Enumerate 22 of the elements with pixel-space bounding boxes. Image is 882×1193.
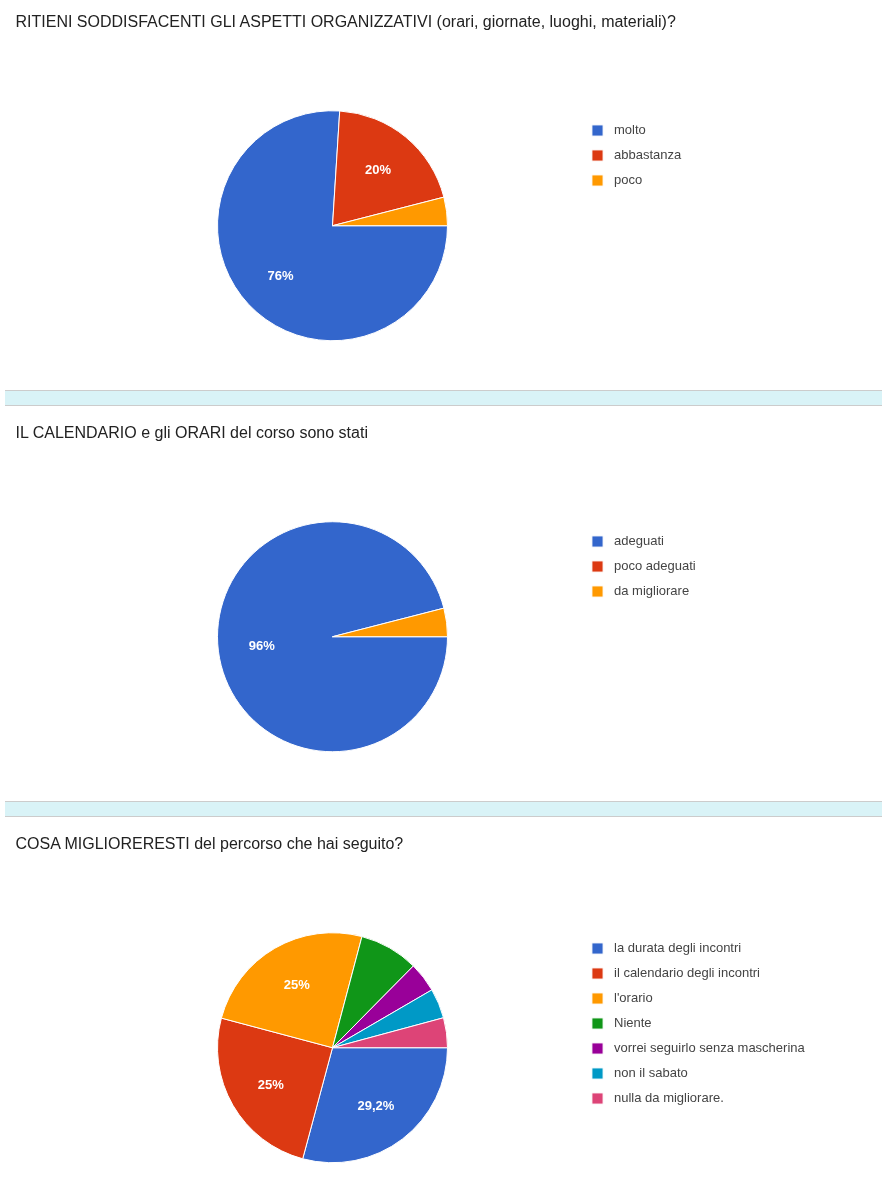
legend-label: poco xyxy=(614,172,643,187)
legend-label: abbastanza xyxy=(614,147,682,162)
legend-label: Niente xyxy=(614,1015,652,1030)
legend-label: da migliorare xyxy=(614,583,690,598)
legend-label: non il sabato xyxy=(614,1065,688,1080)
chart-title: IL CALENDARIO e gli ORARI del corso sono stati xyxy=(15,423,368,441)
legend-label: vorrei seguirlo senza mascherina xyxy=(614,1040,805,1055)
legend-label: nulla da migliorare. xyxy=(614,1090,724,1105)
legend-label: molto xyxy=(614,122,646,137)
chart-title: COSA MIGLIORERESTI del percorso che hai seguito? xyxy=(15,834,404,852)
data-label: 76% xyxy=(267,267,294,283)
data-label: 20% xyxy=(364,162,392,178)
data-label: 96% xyxy=(248,638,276,654)
legend-label: adeguati xyxy=(614,533,664,548)
legend-label: la durata degli incontri xyxy=(614,940,742,955)
legend-label: il calendario degli incontri xyxy=(614,965,760,980)
data-label: 25% xyxy=(257,1076,285,1092)
data-label: 25% xyxy=(283,977,311,993)
legend-label: l'orario xyxy=(614,990,653,1005)
data-label: 29,2% xyxy=(357,1097,395,1113)
legend-label: poco adeguati xyxy=(614,558,696,573)
chart-title: RITIENI SODDISFACENTI GLI ASPETTI ORGANIZZATIVI (orari, giornate, luoghi, materiali)? xyxy=(15,12,676,30)
